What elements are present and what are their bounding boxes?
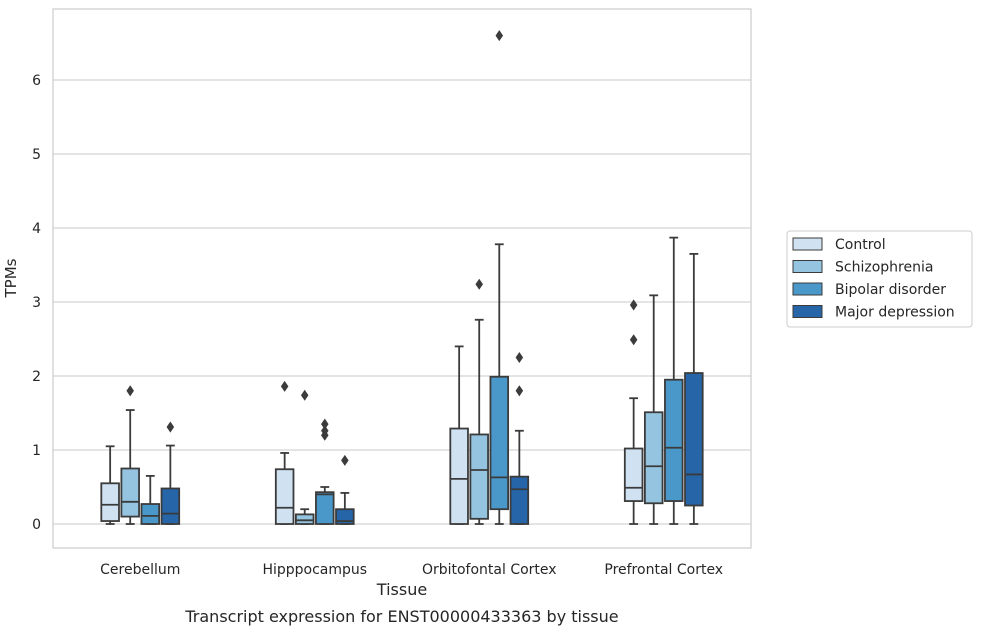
outlier-point bbox=[280, 380, 289, 392]
x-tick-labels: Cerebellum Hipppocampus Orbitofontal Corte… bbox=[100, 562, 723, 578]
box-plot-group bbox=[509, 351, 530, 525]
box bbox=[469, 433, 489, 520]
chart-caption: Transcript expression for ENST0000043336… bbox=[184, 607, 618, 626]
outlier-point bbox=[126, 385, 134, 397]
legend-swatch bbox=[792, 305, 823, 318]
y-tick-label: 4 bbox=[32, 221, 41, 237]
outlier-point bbox=[166, 421, 175, 433]
outlier-point bbox=[321, 425, 329, 437]
y-tick-label: 1 bbox=[32, 443, 41, 459]
box bbox=[100, 482, 120, 522]
box bbox=[274, 468, 295, 525]
box-plot-group bbox=[294, 389, 315, 525]
box-plot-group bbox=[449, 345, 469, 525]
plot-border bbox=[52, 8, 752, 549]
y-tick-label: 3 bbox=[32, 295, 41, 311]
box-plot-group bbox=[489, 30, 510, 525]
box bbox=[315, 491, 335, 525]
legend-label: Schizophrenia bbox=[835, 260, 933, 276]
box bbox=[643, 411, 664, 505]
box-plot-group bbox=[469, 278, 489, 525]
box-plot-group bbox=[100, 445, 120, 525]
legend-swatch bbox=[792, 237, 823, 251]
plot-area bbox=[100, 30, 704, 525]
box bbox=[664, 378, 684, 502]
box-plot-group bbox=[335, 454, 355, 525]
y-tick-label: 6 bbox=[32, 73, 41, 89]
x-tick-label: Prefrontal Cortex bbox=[604, 562, 723, 578]
box bbox=[449, 427, 469, 525]
legend-label: Bipolar disorder bbox=[835, 282, 946, 298]
outlier-point bbox=[475, 278, 483, 290]
gridlines bbox=[53, 79, 751, 525]
box bbox=[489, 375, 510, 511]
box bbox=[160, 487, 181, 525]
box bbox=[509, 475, 530, 525]
box-plot-group bbox=[274, 380, 295, 525]
legend-label: Control bbox=[835, 237, 886, 253]
x-tick-label: Hipppocampus bbox=[262, 562, 367, 578]
axes-frame bbox=[52, 8, 752, 549]
y-tick-label: 2 bbox=[32, 369, 41, 385]
box bbox=[623, 447, 644, 502]
outlier-point bbox=[515, 351, 524, 364]
box-plot-group bbox=[643, 294, 664, 525]
box-plot-group bbox=[140, 474, 161, 525]
y-tick-labels: 0 1 2 3 4 5 6 bbox=[32, 73, 41, 533]
outlier-point bbox=[515, 385, 524, 397]
legend: Control Schizophrenia Bipolar disorder Majo… bbox=[786, 230, 973, 328]
x-tick-label: Orbitofontal Cortex bbox=[422, 562, 557, 578]
box bbox=[684, 372, 704, 507]
y-tick-label: 5 bbox=[32, 147, 41, 163]
y-tick-label: 0 bbox=[32, 517, 41, 533]
box bbox=[294, 513, 315, 525]
x-tick-label: Cerebellum bbox=[100, 562, 180, 578]
box-plot-group bbox=[623, 299, 644, 525]
box-plot-group bbox=[684, 252, 704, 525]
outlier-point bbox=[321, 418, 329, 430]
legend-swatch bbox=[792, 260, 823, 273]
outlier-point bbox=[495, 30, 504, 42]
box-plot-group bbox=[664, 236, 684, 525]
box bbox=[140, 503, 161, 525]
legend-items: Control Schizophrenia Bipolar disorder Majo… bbox=[792, 237, 955, 321]
outlier-point bbox=[629, 299, 638, 311]
y-axis-label: TPMs bbox=[2, 258, 20, 298]
legend-swatch bbox=[792, 282, 823, 296]
box-plot-group bbox=[315, 418, 335, 525]
box bbox=[120, 467, 140, 518]
outlier-point bbox=[629, 334, 638, 346]
legend-label: Major depression bbox=[835, 305, 955, 321]
outlier-point bbox=[300, 389, 309, 401]
x-axis-label: Tissue bbox=[376, 580, 427, 599]
outlier-point bbox=[341, 454, 349, 466]
box-plot-group bbox=[120, 385, 140, 525]
legend-frame bbox=[786, 230, 973, 328]
box-plot-group bbox=[160, 421, 181, 525]
